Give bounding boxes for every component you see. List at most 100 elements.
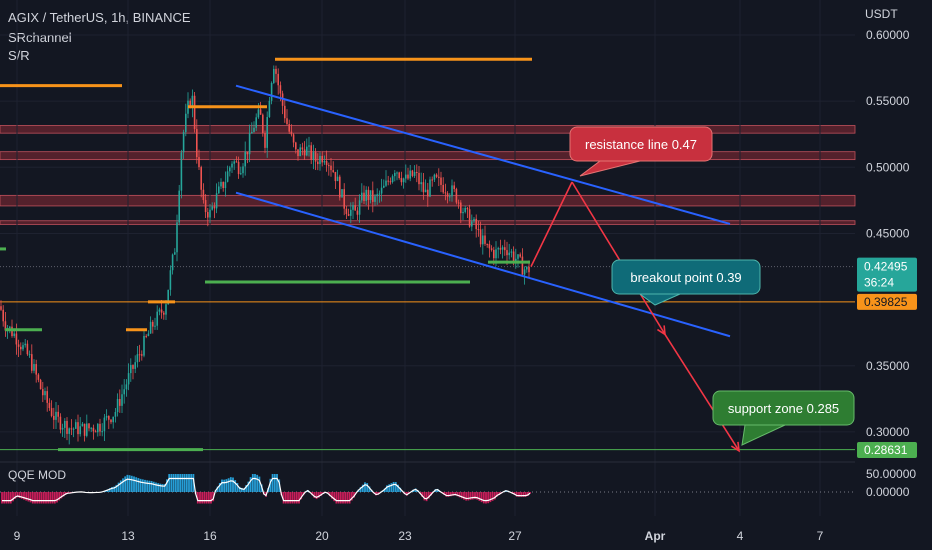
price-badge-1 bbox=[857, 442, 917, 459]
qqe-bar bbox=[480, 492, 483, 503]
qqe-bar bbox=[148, 480, 151, 492]
qqe-bar bbox=[287, 492, 289, 504]
candle-body bbox=[407, 174, 409, 179]
y-tick-label: 0.45000 bbox=[866, 226, 910, 240]
qqe-oscillator: QQE MOD bbox=[0, 468, 855, 504]
candle-body bbox=[48, 402, 51, 409]
qqe-bar bbox=[256, 474, 259, 492]
candle-body bbox=[235, 161, 238, 163]
indicator-label-sr[interactable]: S/R bbox=[8, 48, 30, 63]
candle-body bbox=[486, 243, 488, 245]
candle-body bbox=[167, 289, 169, 305]
currency-label: USDT bbox=[865, 7, 898, 21]
grid-lines bbox=[0, 0, 855, 516]
candle-body bbox=[284, 105, 286, 119]
qqe-bar bbox=[526, 492, 529, 496]
qqe-bar bbox=[317, 492, 320, 498]
qqe-bar bbox=[386, 485, 388, 492]
qqe-bar bbox=[337, 492, 340, 504]
qqe-bar bbox=[3, 492, 6, 504]
qqe-bar bbox=[249, 477, 252, 492]
qqe-bar bbox=[482, 492, 485, 504]
candle-body bbox=[332, 170, 334, 172]
last-price-countdown: 36:24 bbox=[864, 276, 894, 290]
candle-body bbox=[174, 252, 176, 255]
candle-body bbox=[224, 181, 227, 189]
qqe-bar bbox=[485, 492, 487, 504]
candle-body bbox=[468, 209, 471, 227]
qqe-bar bbox=[205, 492, 208, 504]
candle-body bbox=[37, 374, 40, 380]
candle-body bbox=[213, 206, 216, 209]
candle-body bbox=[519, 254, 521, 257]
candle-body bbox=[114, 411, 117, 417]
callout-support-tail bbox=[741, 424, 786, 446]
candle-body bbox=[475, 218, 477, 230]
candle-body bbox=[299, 147, 301, 157]
candle-body bbox=[116, 398, 119, 412]
qqe-bar bbox=[524, 492, 527, 497]
qqe-bar bbox=[478, 492, 481, 501]
callout-breakout-box bbox=[611, 259, 761, 295]
qqe-bar bbox=[122, 478, 124, 492]
candle-body bbox=[420, 182, 422, 185]
candle-body bbox=[141, 354, 143, 356]
candle-body bbox=[297, 149, 299, 157]
candle-body bbox=[163, 312, 165, 315]
qqe-bar bbox=[529, 492, 531, 494]
qqe-bar bbox=[460, 492, 463, 499]
candle-body bbox=[264, 133, 266, 148]
candle-body bbox=[196, 129, 198, 158]
qqe-bar bbox=[7, 492, 10, 504]
candle-body bbox=[240, 173, 242, 175]
qqe-bar bbox=[18, 492, 21, 499]
qqe-bar bbox=[375, 492, 377, 496]
candle-body bbox=[42, 389, 44, 396]
qqe-bar bbox=[216, 486, 219, 492]
candle-body bbox=[510, 251, 513, 253]
x-tick-label: 9 bbox=[14, 529, 21, 543]
qqe-bar bbox=[368, 486, 371, 492]
candle-body bbox=[372, 190, 374, 202]
candle-body bbox=[22, 345, 24, 350]
projection-segment-1 bbox=[571, 181, 666, 335]
candle-body bbox=[191, 95, 194, 108]
candle-body bbox=[422, 182, 425, 193]
qqe-bar bbox=[56, 492, 58, 503]
candle-body bbox=[391, 176, 394, 183]
candle-body bbox=[211, 206, 213, 210]
qqe-bar bbox=[445, 492, 448, 497]
candle-body bbox=[462, 211, 464, 214]
candle-body bbox=[508, 252, 510, 256]
qqe-bar bbox=[183, 474, 186, 492]
candle-body bbox=[59, 416, 62, 430]
callout-resistance: resistance line 0.47 bbox=[569, 126, 713, 177]
candle-body bbox=[363, 192, 365, 201]
candle-body bbox=[499, 248, 502, 250]
candle-body bbox=[488, 244, 491, 249]
candle-body bbox=[178, 190, 180, 223]
candle-body bbox=[466, 207, 469, 210]
qqe-bar bbox=[258, 476, 261, 492]
qqe-bar bbox=[152, 481, 155, 492]
qqe-bar bbox=[405, 492, 408, 496]
qqe-bar bbox=[223, 479, 226, 492]
candle-body bbox=[57, 411, 59, 417]
qqe-bar bbox=[108, 488, 111, 492]
candle-body bbox=[4, 321, 7, 331]
candle-body bbox=[273, 68, 275, 83]
candle-body bbox=[526, 266, 528, 270]
indicator-label-srchannel[interactable]: SRchannel bbox=[8, 30, 72, 45]
qqe-tick-label: 0.00000 bbox=[866, 485, 910, 499]
candle-body bbox=[229, 167, 231, 172]
qqe-bar bbox=[344, 492, 347, 504]
qqe-bar bbox=[126, 474, 129, 492]
candle-body bbox=[517, 254, 519, 259]
candle-body bbox=[77, 422, 79, 435]
candle-body bbox=[424, 189, 427, 193]
qqe-bar bbox=[170, 474, 173, 492]
candle-body bbox=[343, 189, 345, 209]
qqe-bar bbox=[443, 492, 446, 495]
callout-support-text: support zone 0.285 bbox=[728, 401, 839, 416]
